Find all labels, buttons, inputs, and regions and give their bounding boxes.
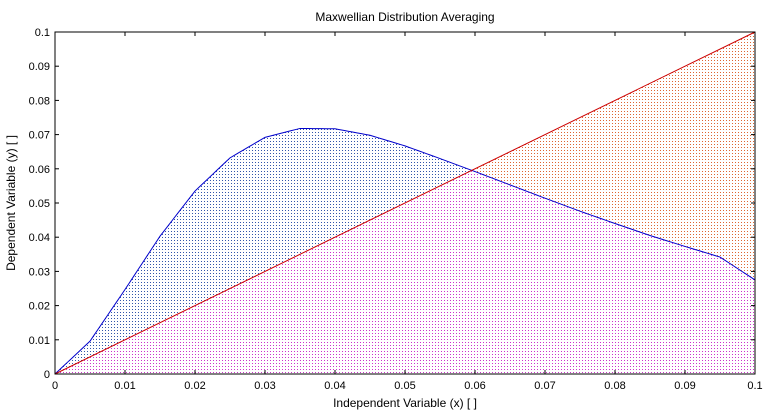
x-tick-label: 0.04 xyxy=(324,380,345,392)
y-tick-label: 0.03 xyxy=(29,266,50,278)
chart-title: Maxwellian Distribution Averaging xyxy=(315,10,494,24)
y-tick-label: 0.09 xyxy=(29,61,50,73)
series-lines xyxy=(54,31,756,375)
x-tick-label: 0 xyxy=(52,380,58,392)
y-tick-label: 0.06 xyxy=(29,164,50,176)
x-axis-ticks: 0 0.01 0.02 0.03 0.04 0.05 0.06 0.07 0.08 0.09 0.1 xyxy=(52,32,763,392)
x-tick-label: 0.1 xyxy=(747,380,762,392)
series-line-curve xyxy=(54,127,756,375)
x-tick-label: 0.02 xyxy=(184,380,205,392)
y-tick-label: 0 xyxy=(44,369,50,381)
series-line-diagonal xyxy=(54,31,756,375)
x-tick-label: 0.07 xyxy=(534,380,555,392)
y-tick-label: 0.08 xyxy=(29,95,50,107)
y-axis-label: Dependent Variable (y) [ ] xyxy=(4,135,18,271)
y-axis-ticks: 0 0.01 0.02 0.03 0.04 0.05 0.06 0.07 0.08 0.09 0.1 xyxy=(29,27,755,381)
x-tick-label: 0.05 xyxy=(394,380,415,392)
x-tick-label: 0.01 xyxy=(114,380,135,392)
y-tick-label: 0.01 xyxy=(29,335,50,347)
y-tick-label: 0.04 xyxy=(29,232,50,244)
y-tick-label: 0.05 xyxy=(29,198,50,210)
y-tick-label: 0.07 xyxy=(29,130,50,142)
x-tick-label: 0.09 xyxy=(674,380,695,392)
x-tick-label: 0.03 xyxy=(254,380,275,392)
y-tick-label: 0.02 xyxy=(29,301,50,313)
x-tick-label: 0.08 xyxy=(604,380,625,392)
fill-under-both xyxy=(55,170,755,374)
x-tick-label: 0.06 xyxy=(464,380,485,392)
y-tick-label: 0.1 xyxy=(35,27,50,39)
x-axis-label: Independent Variable (x) [ ] xyxy=(333,396,477,410)
